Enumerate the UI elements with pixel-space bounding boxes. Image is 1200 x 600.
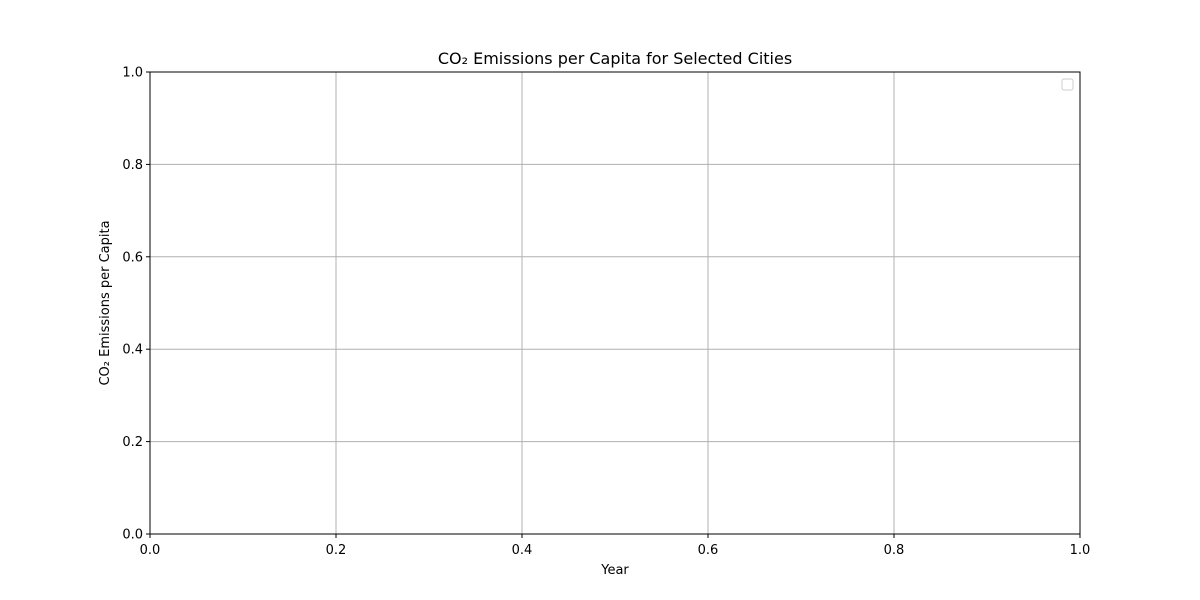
- chart-title: CO₂ Emissions per Capita for Selected Ci…: [438, 49, 792, 68]
- x-axis-label: Year: [600, 563, 629, 578]
- plot-area: [149, 71, 1081, 535]
- x-tick-label: 0.6: [698, 543, 719, 558]
- legend-box: [1061, 78, 1074, 91]
- x-tick-label: 0.4: [512, 543, 533, 558]
- y-tick-label: 1.0: [122, 66, 143, 81]
- y-tick-label: 0.0: [122, 528, 143, 543]
- x-tick-label: 0.8: [884, 543, 905, 558]
- y-tick-label: 0.6: [122, 250, 143, 265]
- y-tick-label: 0.8: [122, 158, 143, 173]
- x-tick-label: 0.2: [326, 543, 347, 558]
- y-tick-label: 0.4: [122, 343, 143, 358]
- x-axis-ticks: 0.0 0.2 0.4 0.6 0.8 1.0: [140, 534, 1091, 558]
- y-tick-label: 0.2: [122, 435, 143, 450]
- x-tick-label: 0.0: [140, 543, 161, 558]
- y-axis-ticks: 0.0 0.2 0.4 0.6 0.8 1.0: [122, 66, 150, 543]
- x-tick-label: 1.0: [1070, 543, 1091, 558]
- plot-background: [150, 72, 1080, 534]
- y-axis-label: CO₂ Emissions per Capita: [98, 220, 113, 385]
- plot-frame: [149, 71, 1081, 535]
